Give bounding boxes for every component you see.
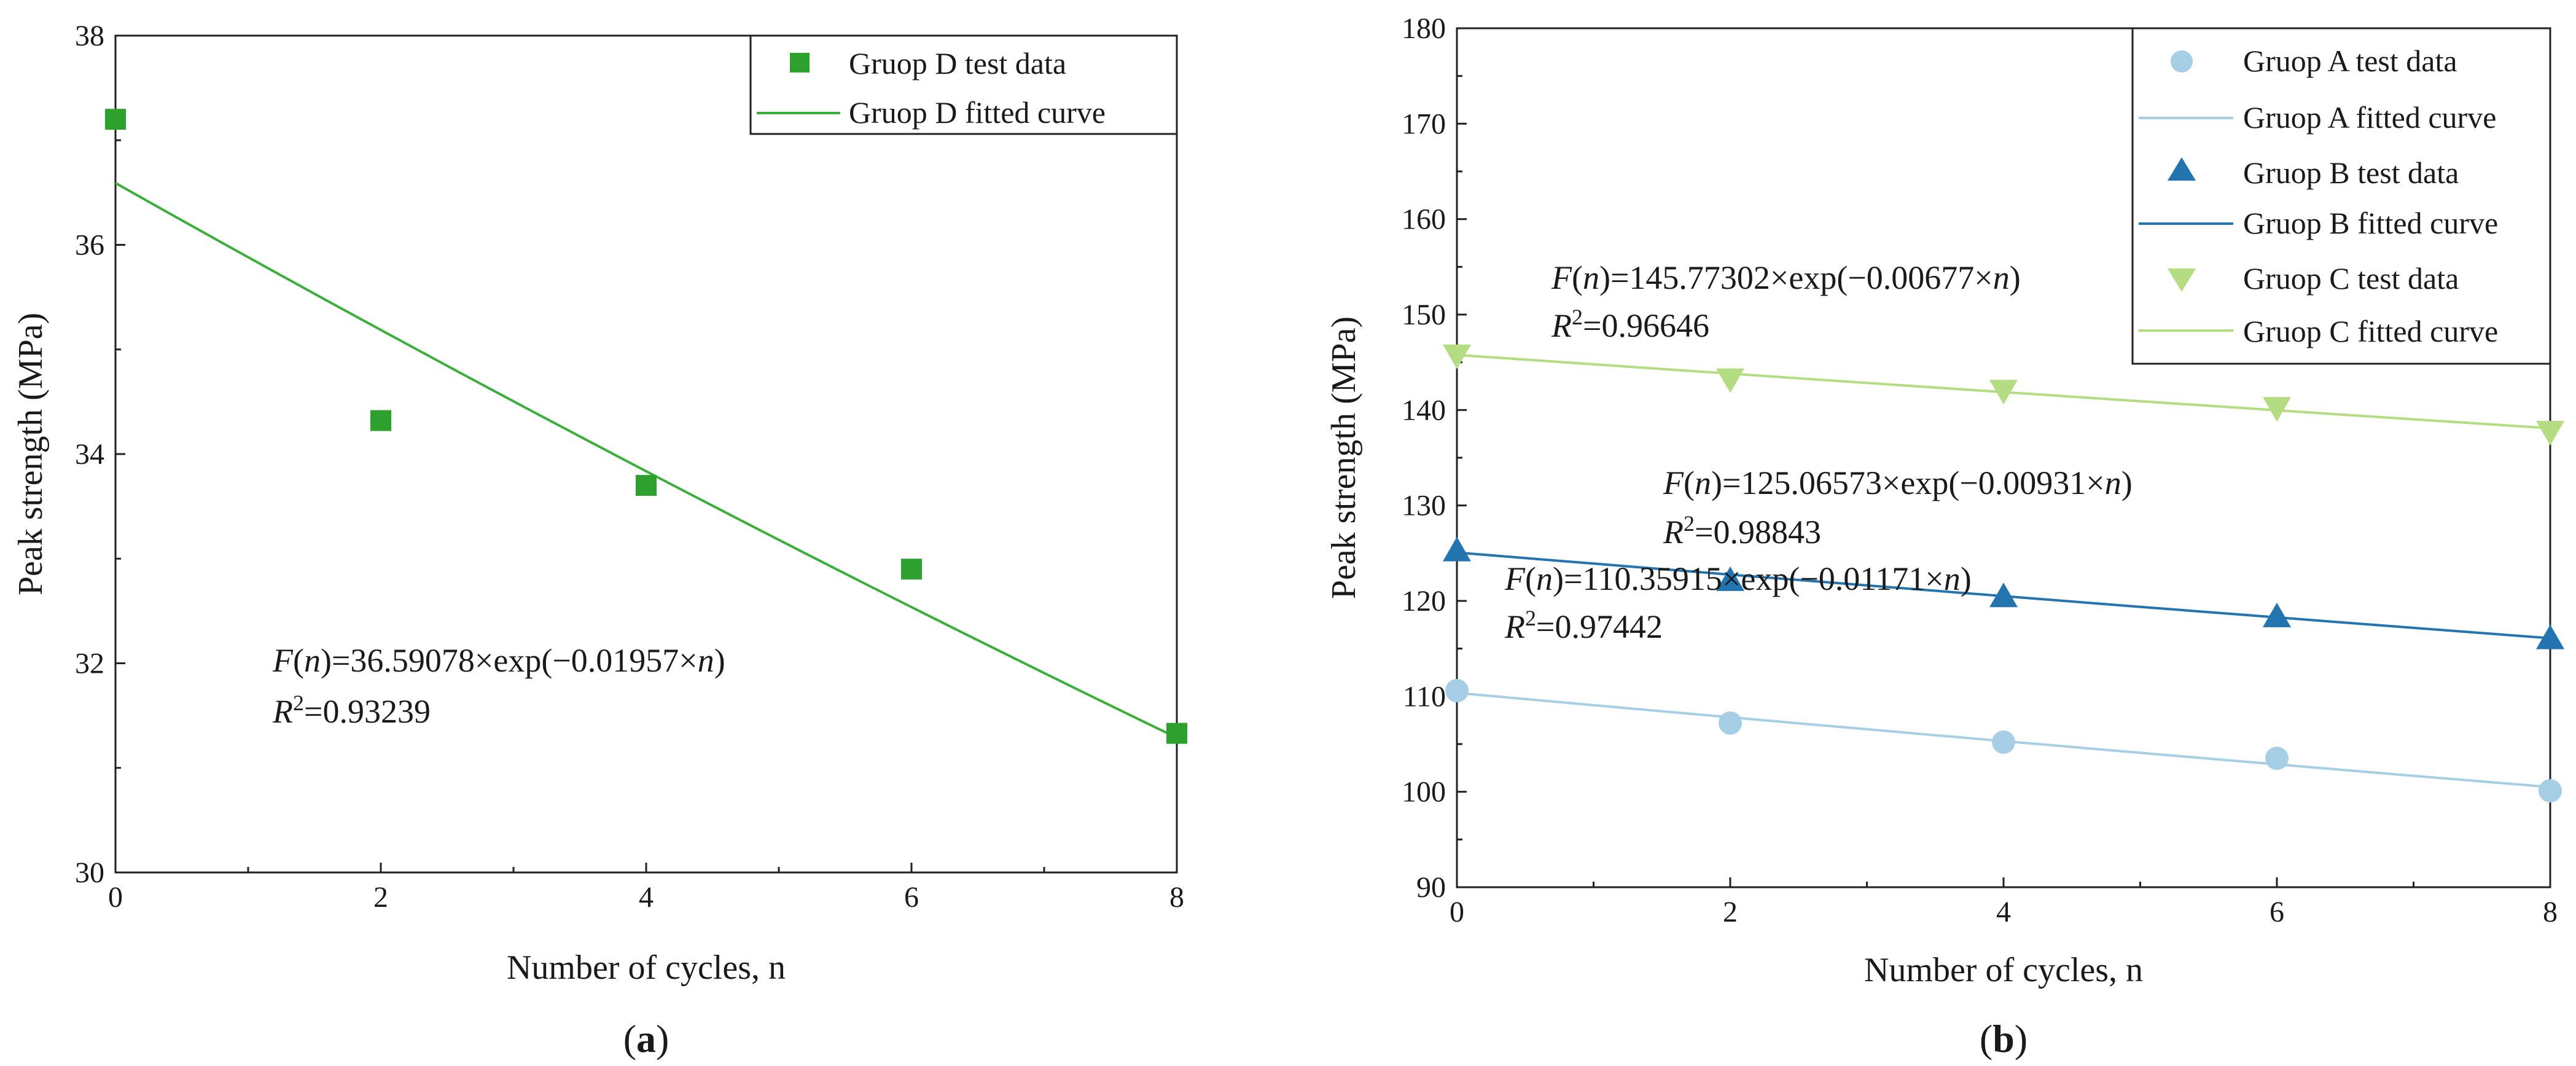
legend-label-d-data: Gruop D test data xyxy=(849,46,1066,80)
r-squared-c: R2=0.96646 xyxy=(1551,305,1709,344)
x-tick-label-b: 8 xyxy=(2543,896,2558,928)
r-squared-a: R2=0.97442 xyxy=(1504,606,1663,645)
data-point-b-2-4 xyxy=(2536,624,2564,649)
x-tick-label-a: 2 xyxy=(373,881,388,914)
data-point-b-4-2 xyxy=(1989,380,2018,405)
equation-annotation-a: F(n)=110.35915×exp(−0.01171×n) R2=0.9744… xyxy=(1504,560,1972,645)
y-tick-label-a: 34 xyxy=(75,438,104,471)
legend-swatch-d-data xyxy=(790,53,810,73)
fit-line-a-1 xyxy=(115,182,1177,739)
y-tick-label-a: 36 xyxy=(75,229,104,262)
y-tick-label-b: 110 xyxy=(1403,680,1446,713)
y-tick-label-a: 38 xyxy=(75,20,104,52)
data-points-a xyxy=(105,109,1187,744)
y-tick-label-b: 130 xyxy=(1402,490,1446,522)
panel-label-b: (b) xyxy=(1980,1017,2028,1060)
y-axis-title-a: Peak strength (MPa) xyxy=(12,313,50,595)
y-tick-label-b: 140 xyxy=(1402,394,1446,426)
data-point-b-2-2 xyxy=(1989,582,2018,608)
chart-panel-a: 0 2 4 6 8 30 32 34 36 38 Number of cycles, n Peak… xyxy=(12,20,1187,1060)
fit-equation-a: F(n)=110.35915×exp(−0.01171×n) xyxy=(1504,560,1972,597)
y-tick-label-a: 32 xyxy=(75,648,104,680)
fit-equation-b: F(n)=125.06573×exp(−0.00931×n) xyxy=(1663,464,2133,501)
x-tick-label-b: 6 xyxy=(2270,896,2284,928)
legend-label-a-fit: Gruop A fitted curve xyxy=(2243,100,2496,135)
legend-frame-b xyxy=(2131,27,2551,365)
data-point-a-0-0 xyxy=(105,109,126,130)
data-point-b-2-0 xyxy=(1443,536,1471,562)
legend-label-c-fit: Gruop C fitted curve xyxy=(2243,314,2498,348)
fit-lines-a xyxy=(115,182,1177,739)
axis-ticks-a: 0 2 4 6 8 30 32 34 36 38 xyxy=(75,20,1184,914)
y-tick-label-b: 120 xyxy=(1402,585,1446,617)
data-point-b-4-4 xyxy=(2536,421,2564,446)
x-tick-label-b: 4 xyxy=(1996,896,2011,928)
fit-equation-d: F(n)=36.59078×exp(−0.01957×n) xyxy=(272,642,725,679)
panel-label-a: (a) xyxy=(623,1017,669,1060)
data-point-b-4-3 xyxy=(2263,397,2291,422)
axis-ticks-b: 0 2 4 6 8 90 100 110 120 130 140 150 160 170 180 xyxy=(1402,12,2558,928)
data-point-b-0-0 xyxy=(1445,679,1469,703)
data-point-b-2-3 xyxy=(2263,602,2291,627)
y-axis-title-b: Peak strength (MPa) xyxy=(1325,316,1363,599)
equation-annotation-b: F(n)=125.06573×exp(−0.00931×n) R2=0.9884… xyxy=(1663,464,2133,551)
data-point-b-4-1 xyxy=(1716,368,1744,393)
x-tick-label-b: 2 xyxy=(1723,896,1738,928)
x-tick-label-a: 0 xyxy=(108,881,123,914)
legend-label-a-data: Gruop A test data xyxy=(2243,44,2457,78)
data-point-b-0-4 xyxy=(2539,779,2562,803)
y-tick-label-b: 90 xyxy=(1416,871,1446,904)
fit-equation-c: F(n)=145.77302×exp(−0.00677×n) xyxy=(1551,259,2021,296)
equation-annotation-d: F(n)=36.59078×exp(−0.01957×n) R2=0.93239 xyxy=(272,642,725,730)
data-point-a-0-1 xyxy=(370,410,391,431)
data-point-b-4-0 xyxy=(1443,344,1471,369)
equation-annotation-c: F(n)=145.77302×exp(−0.00677×n) R2=0.9664… xyxy=(1551,259,2021,344)
legend-label-c-data: Gruop C test data xyxy=(2243,261,2459,296)
data-point-b-0-3 xyxy=(2265,747,2289,770)
legend-label-b-fit: Gruop B fitted curve xyxy=(2243,206,2498,240)
x-tick-label-a: 8 xyxy=(1169,881,1184,914)
plot-frame-a xyxy=(114,34,1178,874)
x-tick-label-b: 0 xyxy=(1450,896,1464,928)
x-tick-label-a: 6 xyxy=(904,881,919,914)
data-point-a-0-3 xyxy=(901,558,922,580)
x-axis-title-b: Number of cycles, n xyxy=(1864,951,2143,989)
y-tick-label-b: 150 xyxy=(1402,299,1446,331)
r-squared-b: R2=0.98843 xyxy=(1663,511,1821,551)
data-point-b-0-2 xyxy=(1992,730,2015,754)
legend-label-b-data: Gruop B test data xyxy=(2243,155,2459,190)
y-tick-label-b: 170 xyxy=(1402,108,1446,140)
y-tick-label-b: 160 xyxy=(1402,203,1446,236)
legend-swatch-c-data xyxy=(2168,268,2196,292)
legend-swatch-b-data xyxy=(2168,157,2196,181)
x-axis-title-a: Number of cycles, n xyxy=(507,949,786,987)
x-tick-label-a: 4 xyxy=(639,881,654,914)
y-tick-label-a: 30 xyxy=(75,856,104,889)
data-point-a-0-2 xyxy=(636,475,657,496)
data-point-b-2-1 xyxy=(1716,566,1744,591)
r-squared-d: R2=0.93239 xyxy=(272,691,431,730)
legend-frame-a xyxy=(749,34,1178,135)
legend-swatch-a-data xyxy=(2171,50,2193,73)
legend-b: Gruop A test data Gruop A fitted curve G… xyxy=(2131,27,2551,365)
legend-a: Gruop D test data Gruop D fitted curve xyxy=(749,34,1178,135)
chart-panel-b: 0 2 4 6 8 90 100 110 120 130 140 150 160 170 180 Numbe… xyxy=(1325,12,2564,1060)
y-tick-label-b: 100 xyxy=(1402,776,1446,809)
legend-label-d-fit: Gruop D fitted curve xyxy=(849,95,1106,130)
y-tick-label-b: 180 xyxy=(1402,12,1446,45)
data-point-a-0-4 xyxy=(1166,723,1187,744)
data-points-b xyxy=(1443,344,2564,803)
data-point-b-0-1 xyxy=(1719,711,1742,735)
